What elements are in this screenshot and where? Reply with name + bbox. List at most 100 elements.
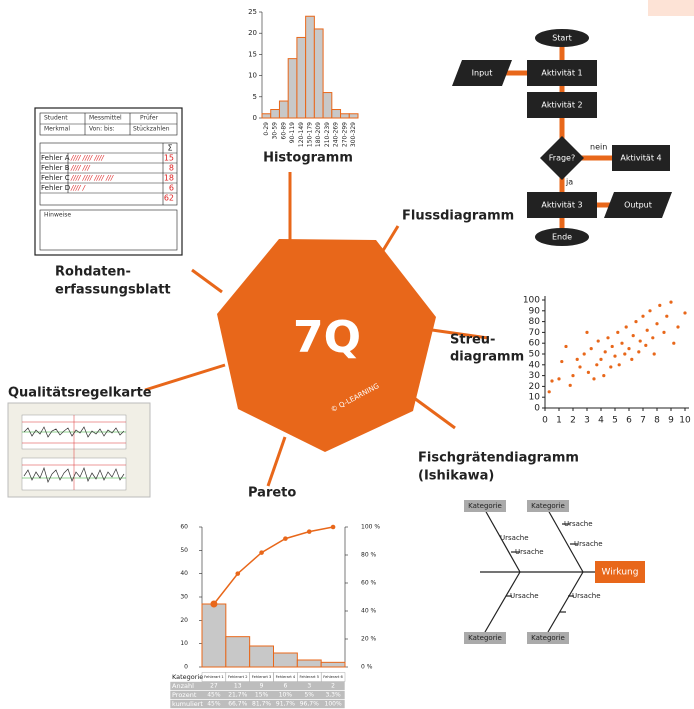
category-box [464, 500, 506, 512]
bar [296, 659, 322, 668]
y-tick-label: 25 [248, 8, 257, 16]
y-tick-label: 40 [529, 360, 541, 370]
point [602, 374, 606, 378]
y-tick-label: 0 [184, 664, 188, 671]
flow-terminal [535, 228, 589, 246]
point [610, 344, 614, 349]
cell: 6 [284, 683, 288, 690]
point [613, 354, 617, 358]
corner-tab [648, 0, 694, 16]
row-label: Fehler B [41, 164, 70, 172]
effect-box [595, 561, 645, 583]
cell: 5% [304, 692, 314, 699]
tally-sheet [34, 107, 183, 256]
point [641, 314, 645, 318]
effect: Wirkung [602, 568, 639, 578]
sum-symbol: Σ [167, 144, 172, 153]
point [606, 336, 610, 340]
label: erfassungsblatt [55, 283, 171, 298]
notes: Hinweise [44, 212, 71, 219]
y-tick-label: 0 [253, 114, 257, 122]
cause: Ursache [510, 592, 539, 600]
point [616, 330, 620, 334]
y-tick-label: 10 [248, 72, 257, 80]
point [630, 357, 634, 361]
flow-node: Aktivität 2 [541, 101, 582, 110]
cell: Fehlerart 4 [276, 675, 296, 679]
y-tick-label: 50 [529, 350, 541, 360]
x-tick-label: 6 [626, 416, 632, 426]
row-label: Fehler A [41, 154, 70, 162]
label: Rohdaten- [55, 265, 131, 280]
category-box [527, 632, 569, 644]
point [568, 383, 572, 387]
point [595, 363, 599, 367]
y-tick-label: 50 [180, 547, 188, 554]
point [599, 357, 603, 361]
cell: 27 [210, 683, 218, 690]
x-tick-label: 0-29 [263, 122, 270, 136]
label: Flussdiagramm [402, 209, 514, 224]
flow-node: Aktivität 4 [620, 154, 661, 163]
point [645, 328, 649, 332]
bar [305, 15, 315, 119]
flow-node: Output [624, 201, 652, 210]
cell [320, 672, 346, 682]
y-tick-label: 80 [529, 317, 541, 327]
cell: Fehlerart 3 [252, 675, 272, 679]
y-tick-label: 10 [180, 640, 188, 647]
category-box [464, 632, 506, 644]
point [627, 347, 631, 351]
point [283, 536, 288, 541]
y-tick-label: 40 [180, 570, 188, 577]
cell: 100% [325, 701, 342, 708]
y-tick-label: 30 [529, 371, 541, 381]
table-row [169, 681, 346, 691]
flow-node: Start [552, 34, 572, 43]
x-tick-label: 270-299 [341, 122, 348, 147]
cell: Fehlerart 1 [204, 675, 224, 679]
heptagon [217, 239, 436, 452]
flow-node: Ende [552, 233, 572, 242]
x-tick-label: 90-119 [289, 122, 296, 143]
header-cell: Merkmal [44, 126, 70, 133]
cell: Fehlerart 2 [228, 675, 248, 679]
x-tick-label: 10 [679, 416, 691, 426]
cell: 9 [260, 683, 264, 690]
row-label: kumuliert [172, 700, 203, 708]
point [644, 343, 648, 347]
point [637, 350, 641, 354]
cell: 15% [255, 692, 269, 699]
point [571, 374, 575, 378]
bar [313, 28, 324, 119]
row-label: Anzahl [172, 682, 194, 690]
y2-tick-label: 80 % [361, 552, 377, 559]
edge-label: nein [590, 143, 607, 152]
x-tick-label: 30-59 [272, 122, 279, 140]
flow-node: Aktivität 1 [541, 69, 582, 78]
cell: 66,7% [228, 701, 247, 708]
cell: 13 [234, 683, 242, 690]
point [665, 314, 669, 318]
label: Pareto [248, 486, 296, 501]
point [592, 377, 596, 381]
point [578, 365, 582, 369]
cell: Fehlerart 6 [323, 675, 343, 679]
point [560, 359, 564, 364]
point [683, 311, 687, 315]
header-cell: Stückzahlen [133, 126, 170, 133]
y-tick-label: 90 [529, 306, 541, 316]
y2-tick-label: 20 % [361, 636, 377, 643]
point [617, 363, 621, 367]
header-cell: Messmittel [89, 115, 122, 122]
label: (Ishikawa) [418, 469, 494, 484]
row-label: Fehler D [41, 184, 70, 192]
grand-total: 62 [164, 194, 174, 203]
point [596, 339, 600, 343]
y-tick-label: 20 [529, 382, 541, 392]
y-tick-label: 30 [180, 594, 188, 601]
cell: 45% [207, 692, 221, 699]
category: Kategorie [468, 502, 502, 510]
cause: Ursache [574, 540, 603, 548]
edge-label: ja [565, 178, 573, 187]
